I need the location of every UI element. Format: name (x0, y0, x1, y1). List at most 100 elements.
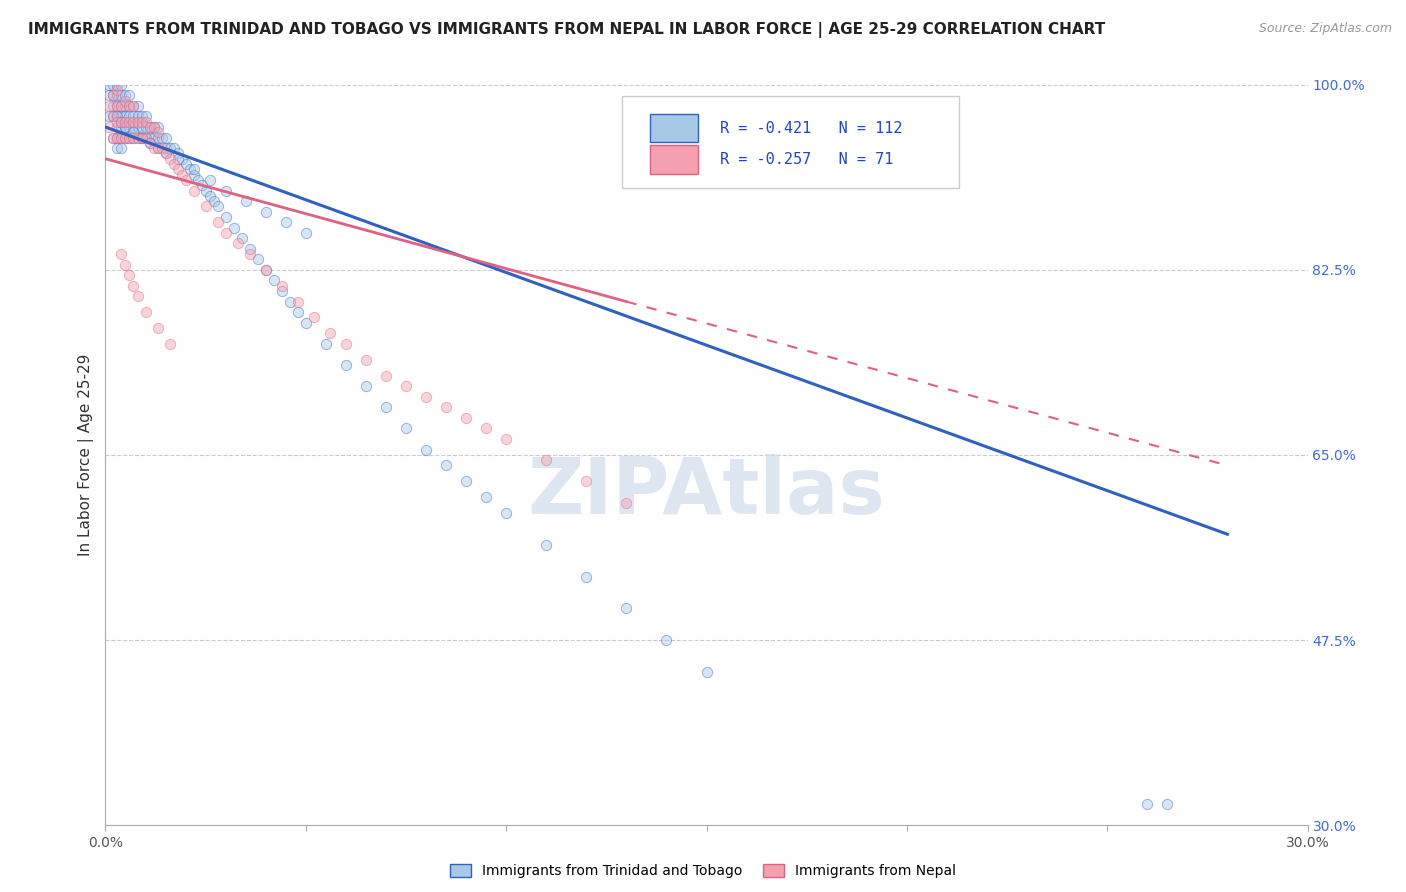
Point (354, 352, 377, 367)
Point (110, 88, 132, 103)
Point (226, 236, 249, 251)
Point (103, 110, 125, 124)
FancyBboxPatch shape (623, 95, 959, 188)
Point (335, 358, 357, 372)
Point (194, 199, 217, 213)
Point (214, 226, 236, 240)
Point (166, 152, 188, 166)
Point (122, 110, 145, 124)
Point (170, 168, 193, 182)
Point (655, 633, 678, 648)
Point (375, 401, 398, 415)
Point (135, 305, 157, 319)
Point (187, 173, 209, 187)
Point (295, 316, 318, 330)
Point (198, 189, 221, 203)
Point (214, 184, 236, 198)
Point (335, 336, 357, 351)
Point (159, 141, 181, 155)
Point (162, 141, 184, 155)
Point (287, 294, 309, 309)
Point (155, 141, 177, 155)
Point (146, 125, 169, 139)
Point (434, 458, 457, 473)
Point (270, 284, 292, 298)
Point (122, 99, 145, 113)
Point (434, 401, 457, 415)
Point (575, 475, 598, 489)
Point (107, 99, 129, 113)
Point (146, 120, 169, 134)
Point (270, 278, 292, 293)
Text: ZIPAtlas: ZIPAtlas (527, 454, 886, 530)
Point (155, 130, 177, 145)
Point (202, 194, 225, 208)
Point (110, 115, 132, 129)
Point (696, 665, 718, 679)
Point (194, 184, 217, 198)
Point (98, 99, 121, 113)
Point (207, 199, 229, 213)
Point (138, 120, 160, 134)
Point (295, 226, 318, 240)
Point (114, 110, 136, 124)
Point (114, 130, 136, 145)
Point (107, 115, 129, 129)
Point (107, 78, 129, 92)
Point (114, 115, 136, 129)
Point (110, 130, 132, 145)
Point (415, 442, 437, 457)
Point (174, 173, 197, 187)
Point (235, 194, 257, 208)
Point (110, 110, 132, 124)
Point (118, 130, 141, 145)
Point (162, 157, 184, 171)
Point (118, 88, 141, 103)
Point (103, 78, 125, 92)
Point (146, 130, 169, 145)
Point (616, 601, 638, 615)
Point (150, 141, 173, 155)
Point (135, 115, 157, 129)
Point (146, 141, 169, 155)
Point (131, 130, 153, 145)
Point (107, 83, 129, 97)
Point (107, 110, 129, 124)
Point (127, 130, 149, 145)
Point (127, 130, 149, 145)
Point (274, 215, 297, 229)
Bar (650, 114, 699, 143)
Point (179, 162, 201, 177)
Point (110, 141, 132, 155)
Point (1156, 797, 1178, 811)
Point (222, 220, 245, 235)
Point (616, 495, 638, 509)
Point (127, 115, 149, 129)
Point (155, 146, 177, 161)
Point (159, 152, 181, 166)
Point (207, 215, 229, 229)
Point (122, 278, 145, 293)
Point (315, 336, 337, 351)
Point (287, 305, 309, 319)
Point (475, 421, 498, 435)
Point (135, 130, 157, 145)
Text: IMMIGRANTS FROM TRINIDAD AND TOBAGO VS IMMIGRANTS FROM NEPAL IN LABOR FORCE | AG: IMMIGRANTS FROM TRINIDAD AND TOBAGO VS I… (28, 22, 1105, 38)
Point (456, 410, 478, 425)
Point (110, 130, 132, 145)
Point (103, 130, 125, 145)
Point (495, 506, 517, 520)
Point (231, 231, 253, 245)
Point (110, 247, 132, 261)
Point (110, 99, 132, 113)
Point (103, 110, 125, 124)
Point (198, 173, 221, 187)
Point (142, 130, 165, 145)
Point (107, 141, 129, 155)
Point (183, 184, 205, 198)
Point (254, 263, 277, 277)
Point (98, 78, 121, 92)
Point (127, 289, 149, 303)
Point (142, 141, 165, 155)
Point (127, 99, 149, 113)
